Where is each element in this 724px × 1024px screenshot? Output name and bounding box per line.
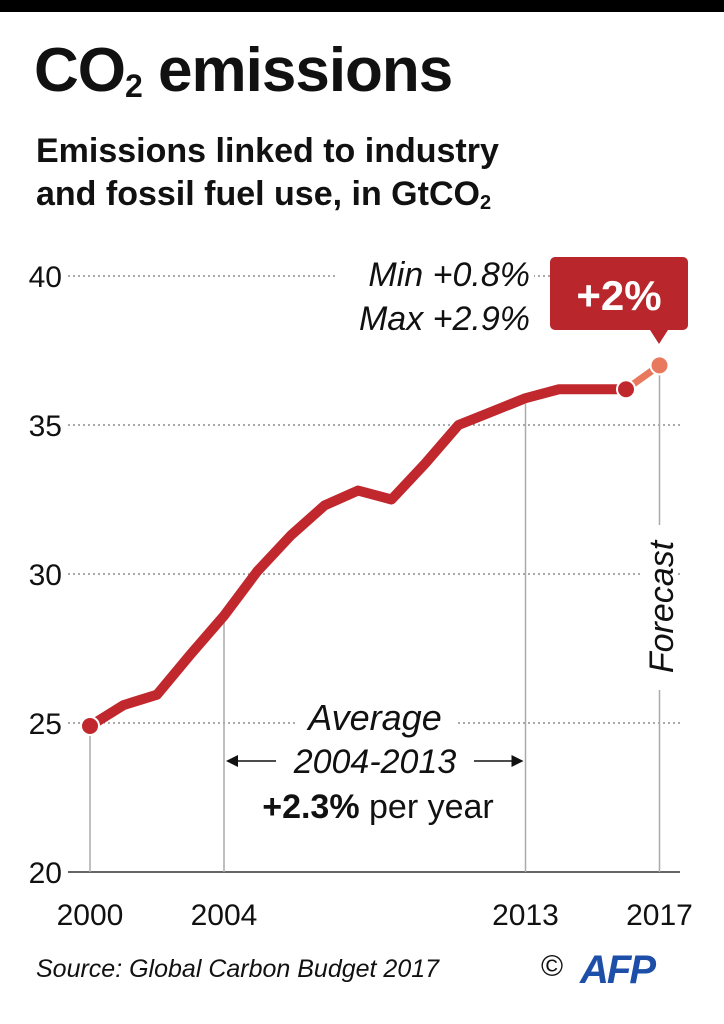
arrow-left-icon xyxy=(226,755,238,767)
label-mask xyxy=(296,700,456,740)
source-note: Source: Global Carbon Budget 2017 xyxy=(36,955,440,983)
top-bar xyxy=(0,0,724,12)
badge-label: +2% xyxy=(576,272,661,319)
chart-subtitle: Emissions linked to industry and fossil f… xyxy=(36,132,499,214)
data-point-last-actual xyxy=(616,379,636,400)
label-mask xyxy=(641,525,678,690)
y-tick-label: 25 xyxy=(29,708,62,741)
range-max-label: Max +2.9% xyxy=(359,300,530,338)
data-point-forecast xyxy=(649,355,670,376)
chart-title: CO2 emissions xyxy=(34,36,453,105)
x-tick-label: 2000 xyxy=(57,899,124,932)
label-mask xyxy=(338,258,534,288)
average-label: Average xyxy=(306,697,441,738)
y-tick-label: 30 xyxy=(29,559,62,592)
copyright-symbol: © xyxy=(541,950,564,983)
series-line xyxy=(87,384,626,731)
x-tick-label: 2004 xyxy=(191,899,258,932)
data-point-start xyxy=(80,715,100,736)
range-min-label: Min +0.8% xyxy=(368,256,530,294)
x-tick-label: 2017 xyxy=(626,899,693,932)
y-tick-label: 20 xyxy=(29,857,62,890)
average-period-label: 2004-2013 xyxy=(293,743,457,781)
afp-logo: AFP xyxy=(580,948,656,992)
arrow-right-icon xyxy=(511,755,524,767)
y-tick-label: 35 xyxy=(29,410,62,443)
forecast-label: Forecast xyxy=(643,539,681,673)
forecast-badge xyxy=(550,257,688,344)
y-tick-label: 40 xyxy=(29,261,62,294)
average-value-label: +2.3% per year xyxy=(262,788,494,826)
x-tick-label: 2013 xyxy=(492,899,559,932)
